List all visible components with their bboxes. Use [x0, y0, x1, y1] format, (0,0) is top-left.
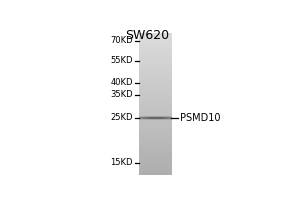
Text: 40KD: 40KD — [110, 78, 133, 87]
Text: 25KD: 25KD — [110, 113, 133, 122]
Text: SW620: SW620 — [125, 29, 169, 42]
Text: 15KD: 15KD — [110, 158, 133, 167]
Text: 55KD: 55KD — [110, 56, 133, 65]
Text: 35KD: 35KD — [110, 90, 133, 99]
Text: PSMD10: PSMD10 — [181, 113, 221, 123]
Text: 70KD: 70KD — [110, 36, 133, 45]
